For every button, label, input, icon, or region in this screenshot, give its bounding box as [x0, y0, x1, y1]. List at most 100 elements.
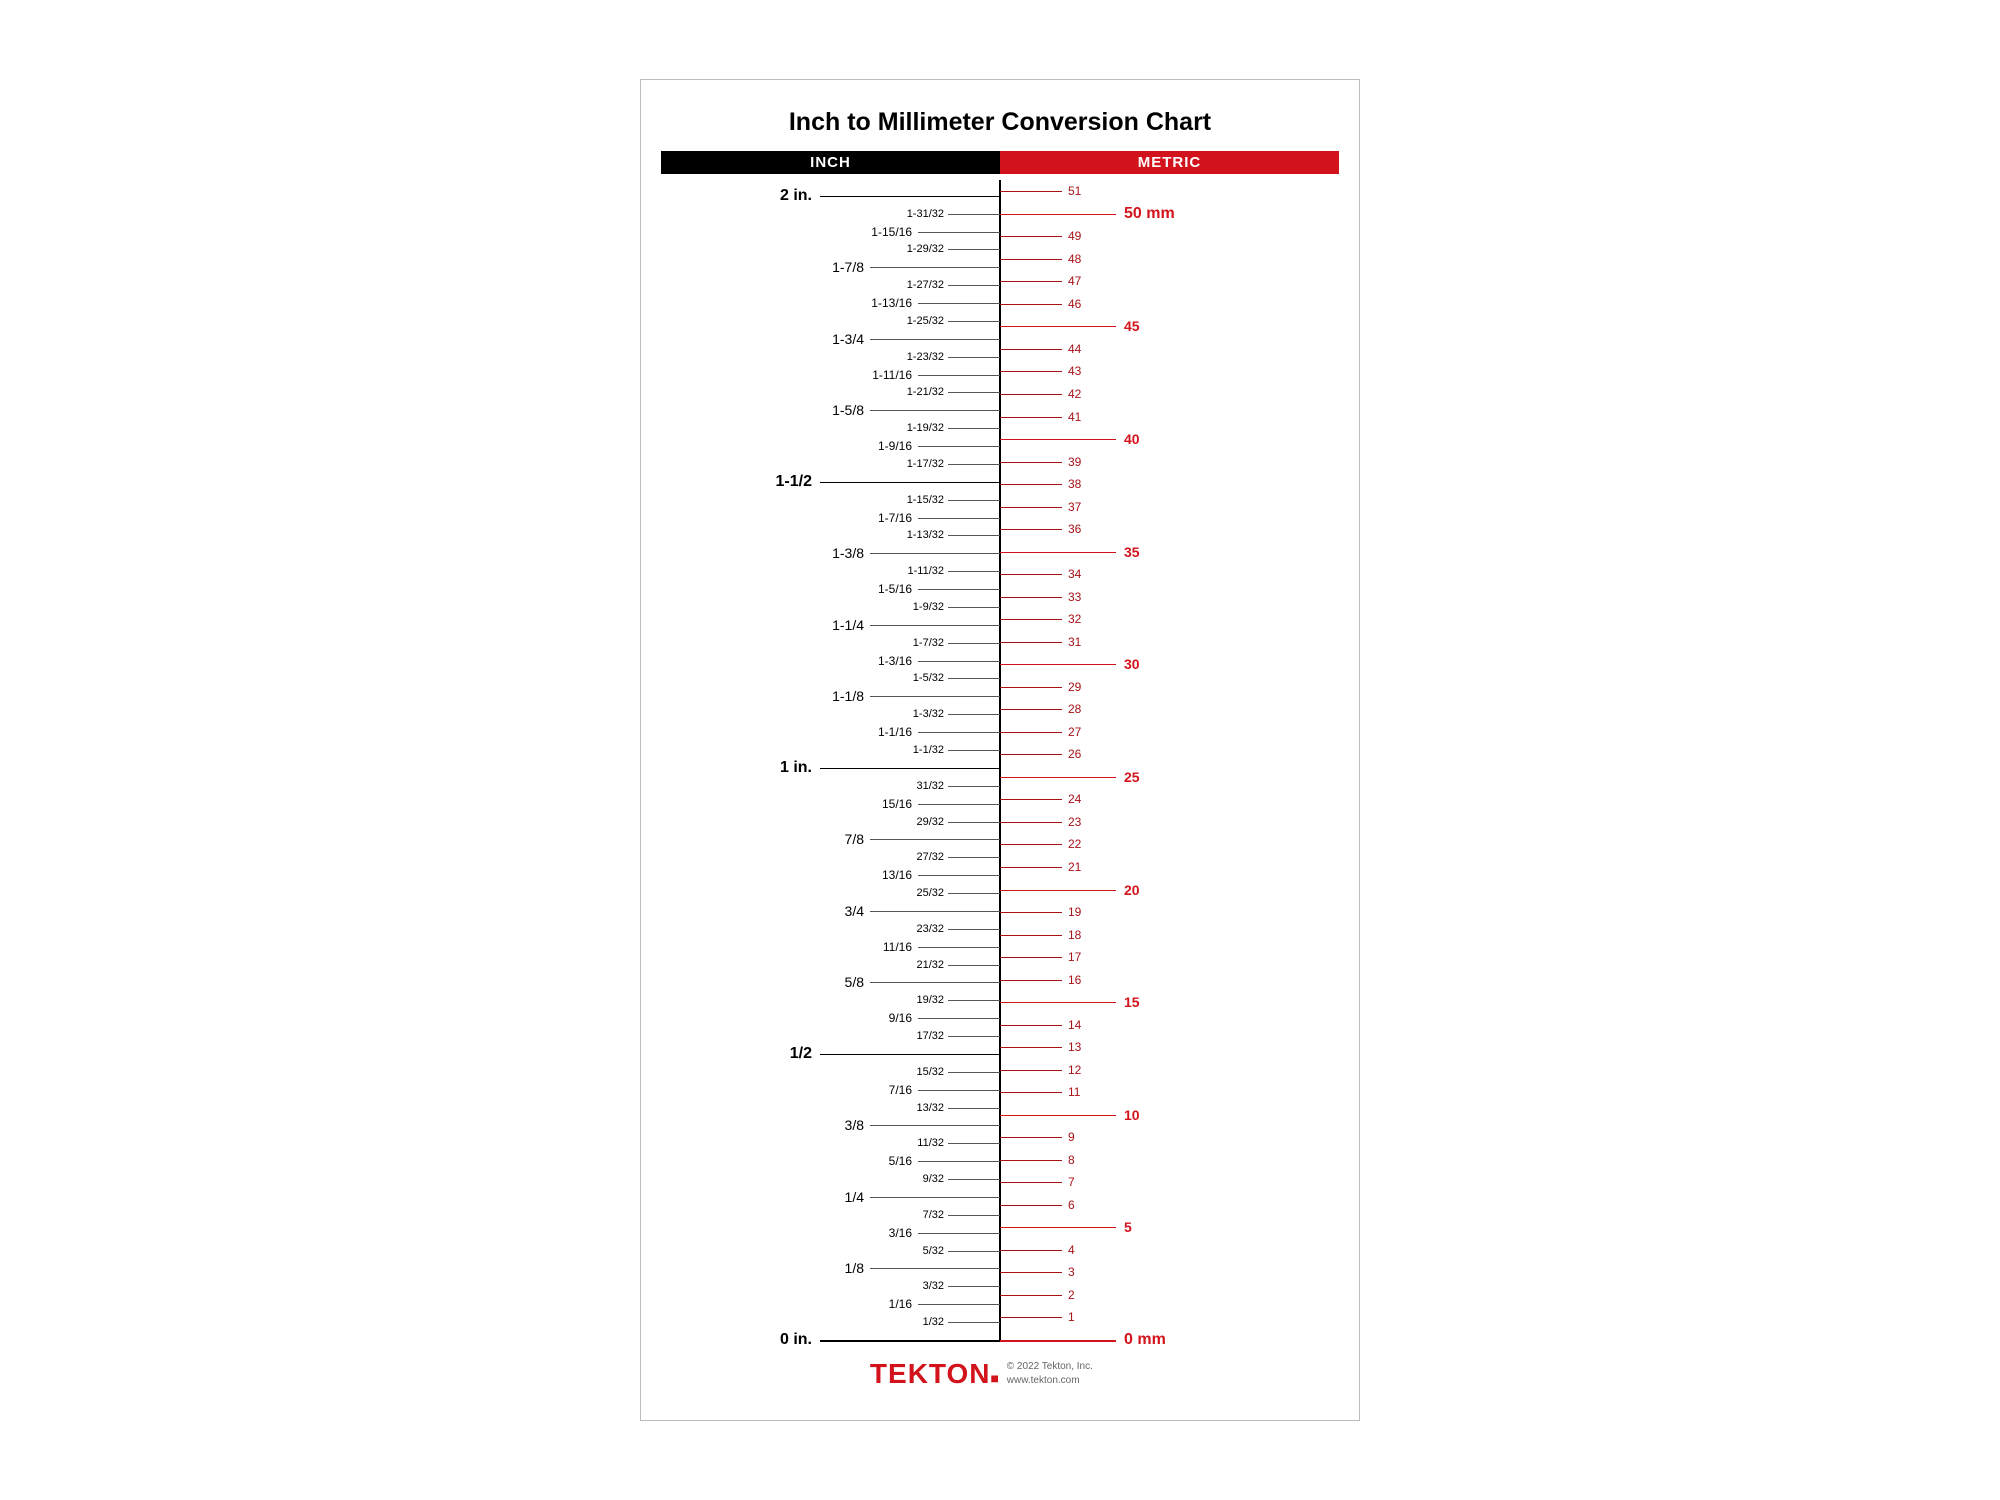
mm-tick: [1000, 1025, 1062, 1026]
inch-tick: [948, 500, 1000, 501]
inch-label: 7/8: [845, 831, 864, 847]
mm-tick: [1000, 462, 1062, 463]
mm-tick: [1000, 1250, 1062, 1251]
inch-label: 7/32: [923, 1209, 944, 1221]
mm-tick: [1000, 529, 1062, 530]
mm-tick: [1000, 1317, 1062, 1318]
mm-label: 5: [1124, 1219, 1132, 1235]
inch-label: 5/32: [923, 1245, 944, 1257]
inch-tick: [820, 1340, 1000, 1342]
inch-tick: [870, 339, 1000, 340]
inch-tick: [820, 196, 1000, 198]
mm-label: 13: [1068, 1040, 1081, 1054]
inch-tick: [948, 929, 1000, 930]
inch-label: 1-9/16: [878, 439, 912, 453]
mm-label: 26: [1068, 747, 1081, 761]
inch-tick: [948, 1286, 1000, 1287]
inch-label: 1-31/32: [907, 208, 944, 220]
inch-label: 11/32: [917, 1137, 944, 1149]
mm-tick: [1000, 1115, 1116, 1116]
inch-tick: [948, 535, 1000, 536]
inch-tick: [948, 357, 1000, 358]
inch-tick: [918, 518, 1000, 519]
mm-tick: [1000, 822, 1062, 823]
inch-label: 1-17/32: [907, 458, 944, 470]
inch-tick: [948, 1108, 1000, 1109]
mm-label: 51: [1068, 184, 1081, 198]
inch-label: 11/16: [883, 940, 912, 954]
mm-label: 47: [1068, 274, 1081, 288]
legal-text: © 2022 Tekton, Inc. www.tekton.com: [1007, 1360, 1093, 1388]
mm-tick: [1000, 574, 1062, 575]
mm-label: 17: [1068, 950, 1081, 964]
copyright-text: © 2022 Tekton, Inc.: [1007, 1360, 1093, 1374]
brand-dot-icon: ■: [991, 1370, 1000, 1386]
inch-tick: [820, 482, 1000, 484]
mm-tick: [1000, 236, 1062, 237]
inch-tick: [918, 375, 1000, 376]
mm-label: 4: [1068, 1243, 1075, 1257]
inch-label: 25/32: [916, 887, 944, 899]
mm-label: 44: [1068, 342, 1081, 356]
inch-tick: [870, 1197, 1000, 1198]
inch-tick: [948, 1179, 1000, 1180]
inch-tick: [870, 839, 1000, 840]
inch-label: 1-23/32: [907, 351, 944, 363]
mm-label: 40: [1124, 431, 1140, 447]
inch-label: 1-7/32: [913, 637, 944, 649]
inch-label: 3/32: [923, 1280, 944, 1292]
inch-label: 17/32: [916, 1030, 944, 1042]
inch-tick: [870, 553, 1000, 554]
inch-label: 19/32: [916, 994, 944, 1006]
mm-tick: [1000, 371, 1062, 372]
inch-tick: [918, 232, 1000, 233]
inch-label: 1-1/16: [878, 725, 912, 739]
mm-label: 22: [1068, 837, 1081, 851]
inch-tick: [918, 804, 1000, 805]
inch-tick: [918, 1018, 1000, 1019]
inch-tick: [948, 1036, 1000, 1037]
mm-tick: [1000, 732, 1062, 733]
mm-tick: [1000, 1272, 1062, 1273]
inch-label: 1-1/2: [776, 473, 812, 491]
mm-label: 3: [1068, 1265, 1075, 1279]
mm-label: 41: [1068, 410, 1081, 424]
mm-tick: [1000, 709, 1062, 710]
brand-logo: TEKTON■: [870, 1358, 1000, 1390]
mm-label: 39: [1068, 455, 1081, 469]
mm-label: 2: [1068, 1288, 1075, 1302]
inch-label: 1/8: [845, 1260, 864, 1276]
inch-tick: [870, 982, 1000, 983]
mm-tick: [1000, 597, 1062, 598]
inch-tick: [918, 303, 1000, 304]
inch-tick: [948, 1072, 1000, 1073]
inch-tick: [948, 428, 1000, 429]
mm-tick: [1000, 867, 1062, 868]
mm-tick: [1000, 326, 1116, 327]
inch-label: 2 in.: [780, 187, 812, 205]
mm-label: 7: [1068, 1175, 1075, 1189]
mm-tick: [1000, 1137, 1062, 1138]
inch-label: 1-5/8: [832, 402, 864, 418]
mm-tick: [1000, 1160, 1062, 1161]
inch-tick: [948, 1000, 1000, 1001]
mm-tick: [1000, 281, 1062, 282]
inch-tick: [948, 822, 1000, 823]
inch-tick: [870, 696, 1000, 697]
mm-label: 14: [1068, 1018, 1081, 1032]
inch-label: 1-3/16: [878, 654, 912, 668]
mm-tick: [1000, 214, 1116, 216]
inch-label: 1-5/32: [913, 672, 944, 684]
mm-tick: [1000, 191, 1062, 192]
mm-label: 37: [1068, 500, 1081, 514]
inch-label: 1-1/8: [832, 688, 864, 704]
inch-tick: [948, 571, 1000, 572]
inch-label: 9/32: [923, 1173, 944, 1185]
inch-label: 1-19/32: [907, 422, 944, 434]
header-inch: INCH: [661, 151, 1000, 174]
inch-tick: [870, 1268, 1000, 1269]
inch-label: 1/32: [923, 1316, 944, 1328]
inch-tick: [918, 947, 1000, 948]
inch-label: 13/16: [882, 868, 912, 882]
mm-tick: [1000, 957, 1062, 958]
